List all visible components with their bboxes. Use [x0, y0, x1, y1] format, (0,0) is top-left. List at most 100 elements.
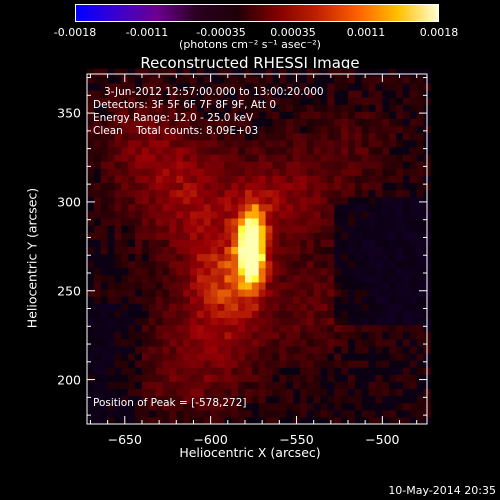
- heatmap-cell: [107, 175, 116, 183]
- heatmap-cell: [93, 381, 102, 390]
- heatmap-cell: [258, 104, 267, 112]
- heatmap-cell: [313, 111, 322, 120]
- heatmap-cell: [135, 203, 143, 212]
- heatmap-cell: [114, 367, 122, 375]
- heatmap-cell: [162, 146, 171, 155]
- heatmap-cell: [224, 281, 232, 290]
- heatmap-cell: [361, 68, 370, 77]
- heatmap-cell: [176, 274, 184, 283]
- heatmap-cell: [334, 132, 342, 141]
- heatmap-cell: [402, 274, 411, 283]
- heatmap-cell: [382, 274, 390, 283]
- heatmap-cell: [251, 324, 260, 333]
- heatmap-cell: [190, 281, 198, 290]
- heatmap-cell: [169, 374, 177, 382]
- heatmap-cell: [128, 196, 136, 205]
- heatmap-cell: [148, 118, 157, 127]
- heatmap-cell: [231, 360, 239, 368]
- heatmap-cell: [334, 296, 342, 304]
- heatmap-cell: [368, 281, 377, 290]
- heatmap-cell: [244, 196, 253, 205]
- heatmap-cell: [375, 395, 383, 404]
- heatmap-cell: [299, 89, 308, 98]
- heatmap-cell: [100, 367, 109, 375]
- heatmap-cell: [244, 388, 253, 397]
- heatmap-cell: [93, 296, 102, 304]
- heatmap-cell: [244, 68, 253, 77]
- heatmap-cell: [402, 310, 411, 319]
- heatmap-cell: [231, 246, 239, 255]
- heatmap-cell: [203, 296, 212, 304]
- x-axis-tick-label: −600: [193, 432, 228, 447]
- heatmap-cell: [348, 175, 356, 183]
- heatmap-cell: [409, 395, 418, 404]
- heatmap-cell: [341, 161, 349, 169]
- heatmap-cell: [148, 111, 157, 120]
- heatmap-cell: [114, 388, 122, 397]
- heatmap-cell: [334, 281, 342, 290]
- heatmap-cell: [361, 125, 370, 134]
- heatmap-cell: [354, 246, 363, 255]
- heatmap-cell: [396, 253, 404, 262]
- heatmap-cell: [238, 402, 246, 411]
- heatmap-cell: [396, 352, 404, 361]
- heatmap-cell: [258, 225, 267, 233]
- heatmap-cell: [87, 352, 95, 361]
- heatmap-cell: [334, 239, 342, 247]
- heatmap-cell: [203, 388, 212, 397]
- heatmap-cell: [196, 196, 205, 205]
- heatmap-cell: [286, 296, 294, 304]
- heatmap-cell: [87, 303, 95, 311]
- heatmap-cell: [299, 388, 308, 397]
- heatmap-cell: [313, 210, 322, 219]
- heatmap-cell: [375, 153, 383, 162]
- heatmap-cell: [169, 104, 177, 112]
- heatmap-cell: [183, 175, 191, 183]
- heatmap-cell: [396, 374, 404, 382]
- heatmap-cell: [299, 409, 308, 418]
- heatmap-cell: [402, 161, 411, 169]
- heatmap-cell: [258, 352, 267, 361]
- heatmap-cell: [334, 97, 342, 105]
- heatmap-cell: [272, 253, 280, 262]
- heatmap-cell: [114, 317, 122, 326]
- heatmap-cell: [299, 75, 308, 84]
- heatmap-cell: [402, 416, 411, 425]
- heatmap-cell: [176, 161, 184, 169]
- heatmap-cell: [169, 139, 177, 148]
- heatmap-cell: [299, 281, 308, 290]
- heatmap-cell: [87, 246, 95, 255]
- heatmap-cell: [238, 303, 246, 311]
- heatmap-cell: [272, 324, 280, 333]
- heatmap-cell: [348, 331, 356, 340]
- heatmap-cell: [114, 416, 122, 425]
- heatmap-cell: [93, 267, 102, 276]
- heatmap-cell: [348, 303, 356, 311]
- heatmap-cell: [217, 303, 225, 311]
- heatmap-cell: [238, 97, 246, 105]
- heatmap-cell: [265, 296, 274, 304]
- heatmap-cell: [354, 416, 363, 425]
- heatmap-cell: [244, 153, 253, 162]
- heatmap-cell: [203, 345, 212, 354]
- heatmap-cell: [368, 395, 377, 404]
- heatmap-cell: [409, 189, 418, 198]
- heatmap-cell: [210, 139, 219, 148]
- heatmap-cell: [293, 331, 301, 340]
- heatmap-cell: [361, 210, 370, 219]
- heatmap-cell: [238, 331, 246, 340]
- heatmap-cell: [320, 367, 329, 375]
- heatmap-cell: [286, 203, 294, 212]
- heatmap-cell: [368, 153, 377, 162]
- heatmap-cell: [107, 161, 116, 169]
- heatmap-cell: [169, 203, 177, 212]
- heatmap-cell: [402, 82, 411, 91]
- heatmap-cell: [375, 104, 383, 112]
- heatmap-cell: [416, 153, 425, 162]
- heatmap-cell: [341, 153, 349, 162]
- heatmap-cell: [196, 161, 205, 169]
- heatmap-cell: [320, 225, 329, 233]
- heatmap-cell: [183, 260, 191, 269]
- heatmap-cell: [121, 367, 129, 375]
- heatmap-cell: [196, 402, 205, 411]
